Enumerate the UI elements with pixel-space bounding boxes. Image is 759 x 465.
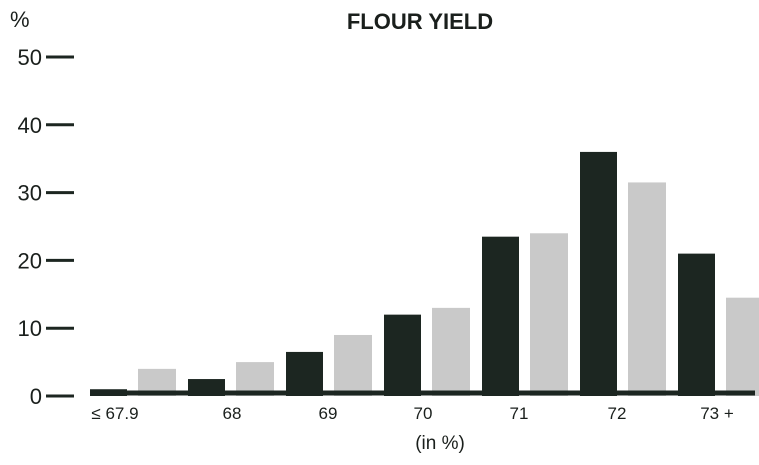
- y-axis-ticks: 0 10 20 30 40 50: [18, 45, 74, 409]
- bar-light: [530, 233, 568, 396]
- bar-dark: [286, 351, 323, 396]
- x-axis-ticks: ≤ 67.9 68 69 70 71 72 73 +: [91, 404, 733, 423]
- bar-dark: [678, 253, 715, 396]
- bar-light: [236, 362, 274, 396]
- bar-dark: [384, 314, 421, 396]
- y-axis-label: %: [10, 7, 30, 32]
- x-tick-label: 72: [608, 404, 627, 423]
- y-tick-label: 40: [18, 113, 42, 138]
- bar-dark: [482, 236, 519, 396]
- bar-light: [628, 182, 666, 396]
- y-tick-label: 20: [18, 248, 42, 273]
- bars: [90, 151, 759, 396]
- chart-title: FLOUR YIELD: [347, 9, 493, 34]
- y-tick-label: 0: [30, 384, 42, 409]
- y-tick-label: 10: [18, 316, 42, 341]
- x-tick-label: 68: [223, 404, 242, 423]
- x-tick-label: ≤ 67.9: [91, 404, 138, 423]
- bar-light: [432, 307, 470, 396]
- y-tick-label: 30: [18, 181, 42, 206]
- x-tick-label: 73 +: [700, 404, 734, 423]
- y-tick-label: 50: [18, 45, 42, 70]
- x-tick-label: 70: [414, 404, 433, 423]
- bar-dark: [580, 151, 617, 396]
- bar-light: [334, 334, 372, 396]
- x-tick-label: 71: [510, 404, 529, 423]
- x-tick-label: 69: [319, 404, 338, 423]
- bar-light: [726, 297, 759, 396]
- x-axis-label: (in %): [415, 433, 465, 454]
